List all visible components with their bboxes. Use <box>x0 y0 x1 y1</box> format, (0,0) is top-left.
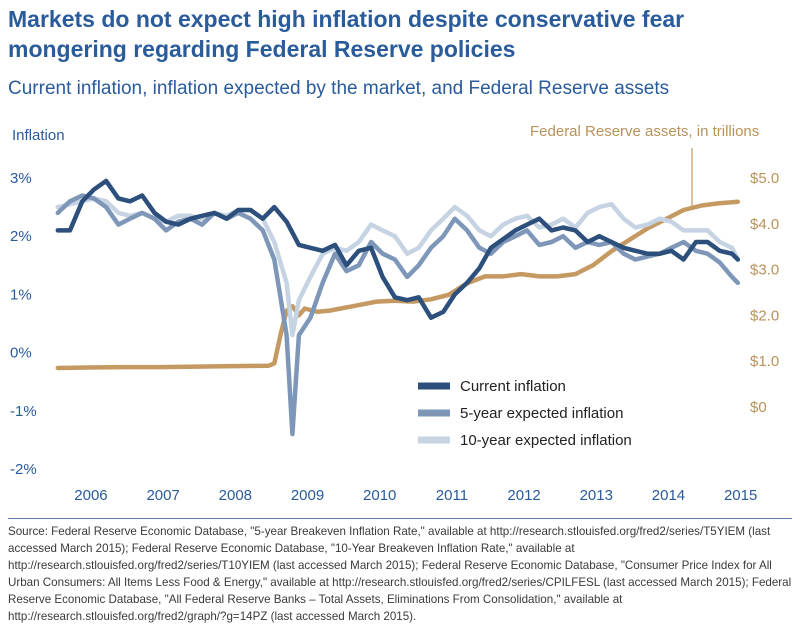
x-tick: 2009 <box>291 487 324 504</box>
y-tick-left: -1% <box>10 403 37 420</box>
x-tick: 2006 <box>74 487 107 504</box>
x-tick: 2013 <box>580 487 613 504</box>
y-tick-right: $4.0 <box>750 216 779 233</box>
x-tick: 2015 <box>724 487 757 504</box>
y-tick-right: $1.0 <box>750 353 779 370</box>
legend-label: Current inflation <box>460 378 566 395</box>
x-tick: 2011 <box>436 487 468 504</box>
chart-title: Markets do not expect high inflation des… <box>8 6 685 62</box>
y-tick-left: 2% <box>10 228 32 245</box>
y-tick-left: 1% <box>10 286 32 303</box>
legend: Current inflation 5-year expected inflati… <box>418 378 632 449</box>
series-line-ten-year <box>55 196 741 338</box>
x-tick: 2008 <box>219 487 252 504</box>
legend-label: 10-year expected inflation <box>460 432 632 449</box>
legend-label: 5-year expected inflation <box>460 405 623 422</box>
y-tick-right: $5.0 <box>750 170 779 187</box>
x-tick: 2010 <box>363 487 396 504</box>
x-tick: 2007 <box>146 487 179 504</box>
x-tick: 2012 <box>507 487 540 504</box>
y-axis-left: 3% 2% 1% 0% -1% -2% <box>10 170 37 478</box>
y-axis-right-label: Federal Reserve assets, in trillions <box>530 123 759 140</box>
x-axis: 2006 2007 2008 2009 2010 2011 2012 2013 2014 2015 <box>74 487 757 504</box>
source-note: Source: Federal Reserve Economic Databas… <box>8 525 792 623</box>
y-tick-left: 3% <box>10 170 32 187</box>
chart-subtitle: Current inflation, inflation expected by… <box>8 78 670 99</box>
x-tick: 2014 <box>652 487 685 504</box>
series-line-current <box>55 178 741 320</box>
series-line-assets <box>55 199 741 371</box>
y-axis-right: $5.0 $4.0 $3.0 $2.0 $1.0 $0 <box>750 170 779 416</box>
y-tick-left: -2% <box>10 461 37 478</box>
y-axis-left-label: Inflation <box>12 127 65 144</box>
y-tick-right: $0 <box>750 399 767 416</box>
footnote-divider <box>8 518 792 519</box>
y-tick-right: $2.0 <box>750 307 779 324</box>
y-tick-right: $3.0 <box>750 262 779 279</box>
chart-canvas: 3% 2% 1% 0% -1% -2% $5.0 $4.0 $3.0 $2.0 $1.0 $0 20… <box>10 123 779 504</box>
series-line-five-year <box>55 193 741 437</box>
y-tick-left: 0% <box>10 345 32 362</box>
series-lines <box>55 178 741 437</box>
